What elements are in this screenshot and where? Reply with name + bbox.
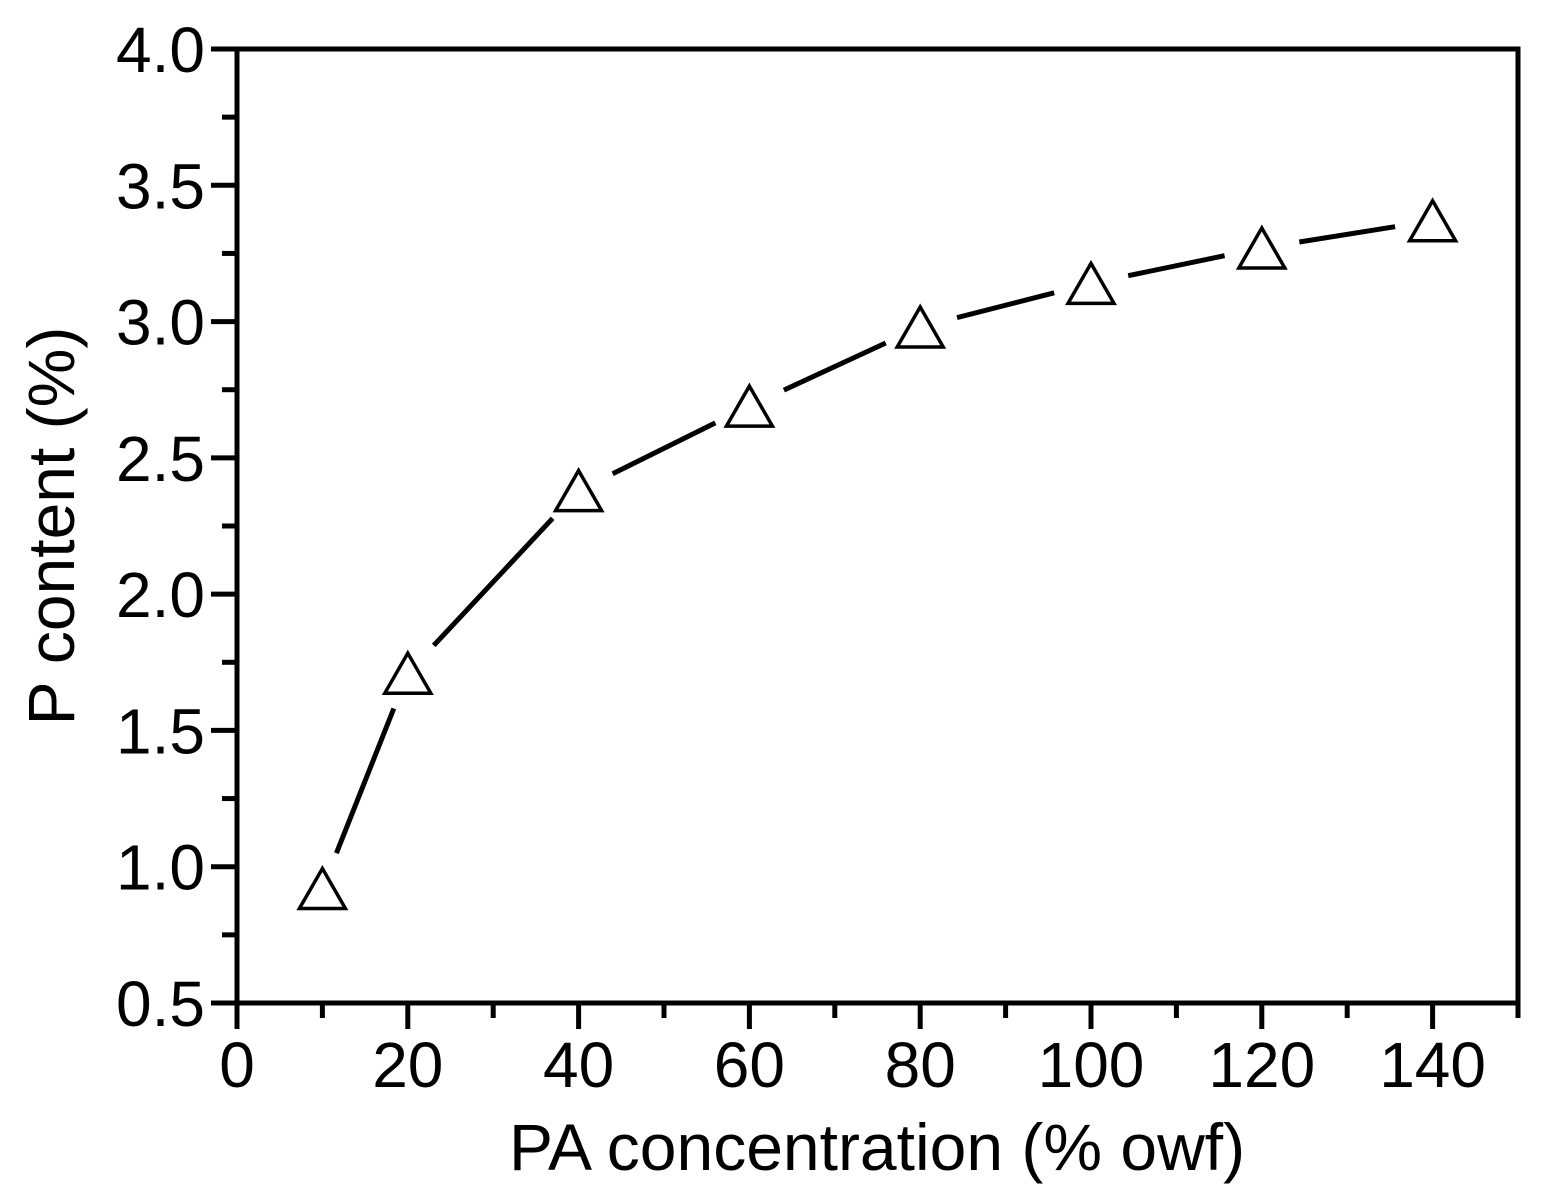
x-tick-label: 80 — [885, 1029, 956, 1101]
data-point-marker — [723, 382, 776, 428]
y-tick-label: 2.0 — [116, 559, 205, 631]
y-tick-label: 3.0 — [116, 287, 205, 359]
data-point-marker — [296, 865, 349, 911]
y-tick-label: 0.5 — [116, 968, 205, 1040]
data-series — [296, 197, 1459, 911]
data-point-marker — [552, 467, 605, 513]
y-tick-label: 2.5 — [116, 423, 205, 495]
tick-labels: 0 20 40 60 80 100 120 140 0.5 1.0 1.5 2.0 2.5 3.0 3.5 4… — [116, 14, 1486, 1101]
series-line-segment — [431, 516, 555, 648]
x-tick-label: 20 — [372, 1029, 443, 1101]
y-tick-label: 4.0 — [116, 14, 205, 86]
plot-frame — [234, 46, 1521, 1006]
series-line-segment — [782, 340, 887, 393]
y-tick-label: 1.0 — [116, 832, 205, 904]
series-line-segment — [611, 420, 717, 476]
data-point-marker — [381, 649, 434, 695]
x-tick-label: 0 — [219, 1029, 255, 1101]
data-point-marker — [1235, 224, 1288, 270]
x-tick-label: 140 — [1379, 1029, 1486, 1101]
x-tick-label: 40 — [543, 1029, 614, 1101]
series-line-segment — [1298, 224, 1396, 245]
y-tick-label: 3.5 — [116, 150, 205, 222]
plot-frame-rect — [234, 46, 1521, 1006]
x-tick-label: 100 — [1038, 1029, 1145, 1101]
data-point-marker — [1064, 259, 1118, 306]
series-line-segment — [1127, 253, 1226, 279]
series-line-segment — [334, 707, 397, 855]
data-point-marker — [894, 303, 947, 349]
series-line-segment — [956, 290, 1055, 321]
x-axis-title: PA concentration (% owf) — [509, 1110, 1245, 1184]
y-tick-label: 1.5 — [116, 695, 205, 767]
x-tick-label: 120 — [1208, 1029, 1315, 1101]
axis-ticks — [211, 46, 1521, 1029]
data-point-marker — [1406, 197, 1459, 243]
x-tick-label: 60 — [714, 1029, 785, 1101]
y-axis-title: P content (%) — [14, 327, 88, 726]
